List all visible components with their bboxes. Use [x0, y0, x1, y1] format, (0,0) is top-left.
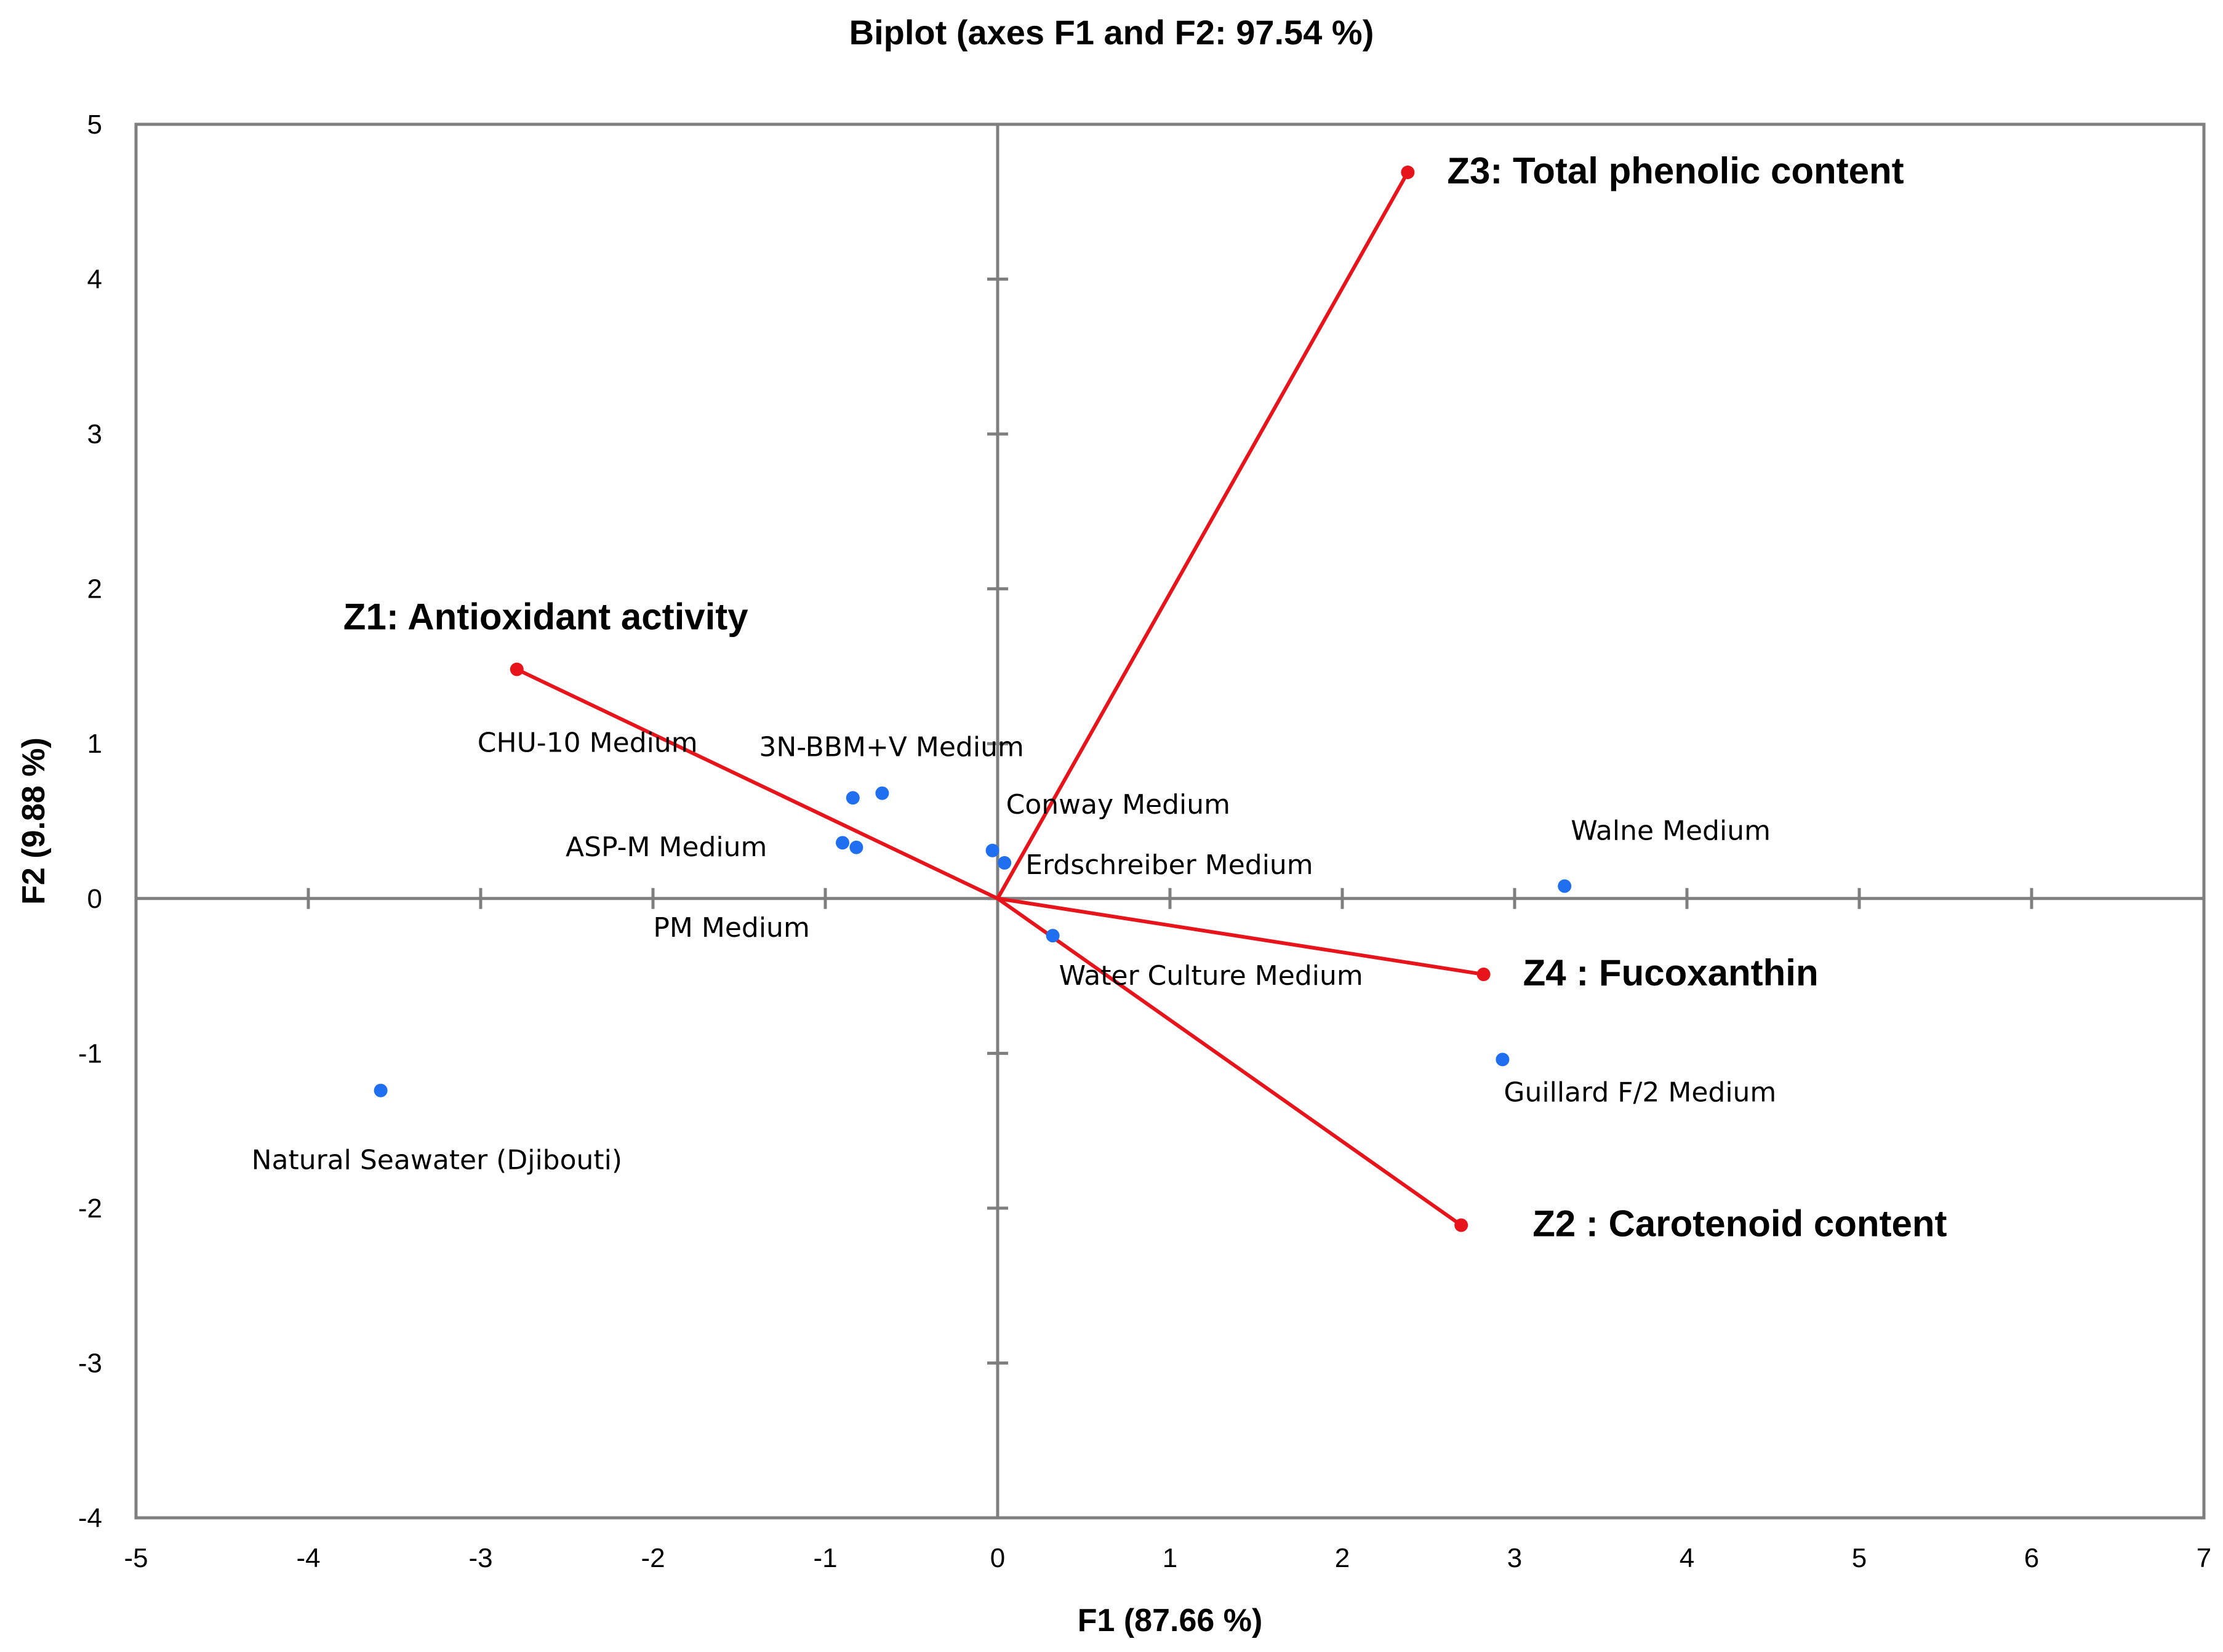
y-tick-label: -1: [78, 1038, 102, 1069]
observation-label: Natural Seawater (Djibouti): [252, 1145, 622, 1176]
observation-point: [998, 856, 1012, 870]
x-tick-label: -5: [124, 1543, 148, 1573]
variable-point: [1454, 1218, 1468, 1232]
observation-point: [1496, 1053, 1510, 1067]
y-tick-label: 3: [87, 419, 102, 449]
observation-label: Conway Medium: [1006, 789, 1230, 820]
variable-vector: [996, 171, 1410, 900]
observation-label: ASP-M Medium: [566, 832, 767, 863]
observation-label: Guillard F/2 Medium: [1504, 1077, 1776, 1108]
x-tick-label: -1: [813, 1543, 837, 1573]
x-tick-label: 2: [1335, 1543, 1350, 1573]
y-tick-label: 1: [87, 729, 102, 759]
observation-label: 3N-BBM+V Medium: [759, 732, 1023, 763]
observation-point: [374, 1083, 388, 1097]
x-tick-label: 4: [1680, 1543, 1694, 1573]
y-tick-label: -3: [78, 1348, 102, 1378]
variable-label: Z3: Total phenolic content: [1447, 150, 1904, 191]
x-tick-label: 0: [990, 1543, 1005, 1573]
variable-label: Z2 : Carotenoid content: [1532, 1203, 1947, 1245]
y-tick-label: 2: [87, 574, 102, 604]
x-tick-label: -4: [296, 1543, 320, 1573]
observation-label: CHU-10 Medium: [478, 727, 698, 758]
observation-point: [836, 836, 849, 850]
variable-label: Z4 : Fucoxanthin: [1523, 952, 1819, 993]
plot-frame: [134, 122, 2206, 1520]
chart-title: Biplot (axes F1 and F2: 97.54 %): [849, 13, 1374, 52]
observation-label: Water Culture Medium: [1059, 960, 1363, 992]
y-tick-label: -2: [78, 1193, 102, 1224]
observation-point: [846, 791, 860, 805]
y-tick-label: 0: [87, 884, 102, 914]
x-tick-label: -2: [641, 1543, 665, 1573]
observation-point: [985, 843, 999, 857]
y-tick-label: -4: [78, 1503, 102, 1533]
observation-point: [849, 840, 863, 854]
x-axis-title: F1 (87.66 %): [1078, 1603, 1263, 1638]
observation-point: [1558, 879, 1572, 893]
variable-label: Z1: Antioxidant activity: [343, 596, 748, 637]
x-tick-label: 1: [1163, 1543, 1177, 1573]
y-tick-label: 5: [87, 110, 102, 140]
x-tick-label: 7: [2197, 1543, 2211, 1573]
observation-point: [1046, 929, 1060, 943]
x-tick-label: 5: [1852, 1543, 1867, 1573]
x-tick-label: -3: [468, 1543, 492, 1573]
variable-point: [1401, 165, 1415, 179]
variable-vector: [997, 896, 1484, 977]
observation-label: PM Medium: [653, 912, 809, 944]
y-axis-title: F2 (9.88 %): [16, 737, 52, 905]
x-tick-label: 3: [1507, 1543, 1522, 1573]
variable-vector: [996, 897, 1462, 1227]
x-tick-label: 6: [2024, 1543, 2039, 1573]
observation-label: Erdschreiber Medium: [1025, 849, 1313, 881]
observation-label: Walne Medium: [1571, 816, 1771, 847]
variable-vector: [516, 667, 999, 900]
variable-point: [510, 662, 524, 676]
variable-point: [1476, 968, 1491, 982]
y-tick-label: 4: [87, 265, 102, 295]
observation-point: [875, 786, 889, 800]
